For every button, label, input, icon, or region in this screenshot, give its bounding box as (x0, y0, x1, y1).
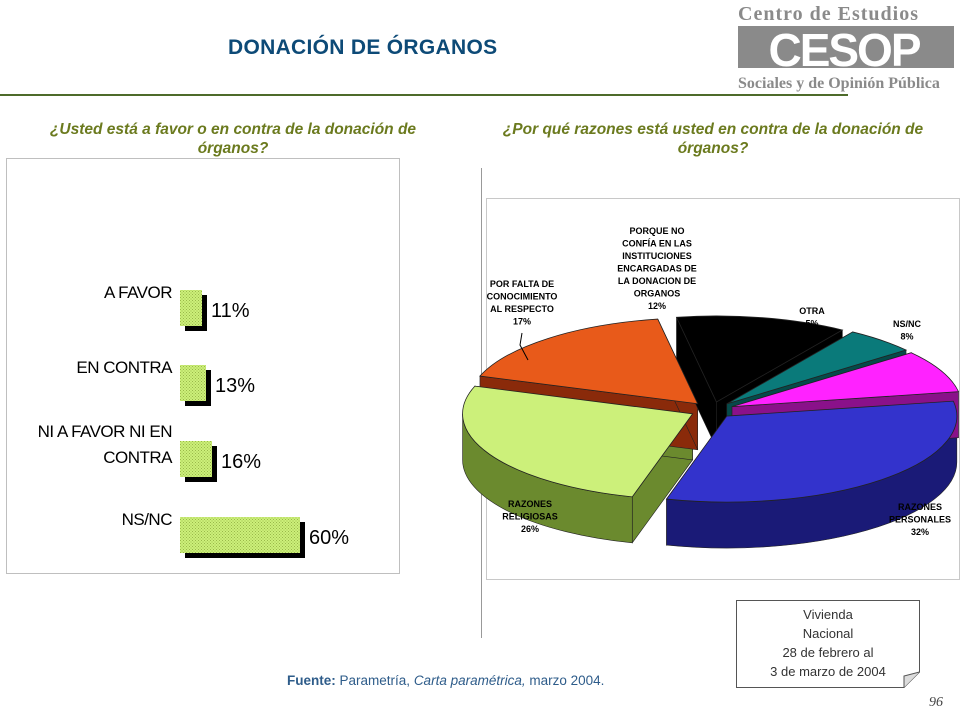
header-rule (0, 94, 848, 96)
logo-band (738, 26, 954, 68)
survey-note-line: 28 de febrero al (782, 645, 873, 660)
page-number: 96 (929, 695, 943, 710)
logo-bottom-text: Sociales y de Opinión Pública (738, 75, 940, 92)
bar-chart-frame (6, 158, 400, 574)
page-title: DONACIÓN DE ÓRGANOS (228, 36, 498, 59)
survey-note-box: Vivienda Nacional 28 de febrero al 3 de mar… (736, 600, 920, 688)
logo-top-text: Centro de Estudios (738, 3, 919, 25)
survey-note-line: Nacional (803, 626, 854, 641)
survey-note-text: Vivienda Nacional 28 de febrero al 3 de mar… (770, 607, 886, 679)
logo-big-text: CESOP (768, 24, 920, 76)
source-label: Fuente: (287, 673, 336, 688)
pie-chart-axis-line (481, 168, 482, 638)
pie-chart-frame (486, 198, 960, 580)
survey-note-line: 3 de marzo de 2004 (770, 664, 886, 679)
source-citation: Fuente: Parametría, Carta paramétrica, m… (287, 673, 604, 688)
source-work: Carta paramétrica, (413, 673, 526, 688)
question-right: ¿Por qué razones está usted en contra de… (502, 121, 924, 157)
question-left: ¿Usted está a favor o en contra de la do… (49, 121, 417, 157)
source-publisher: Parametría, (339, 673, 411, 688)
survey-note-line: Vivienda (803, 607, 853, 622)
source-date: marzo 2004. (529, 673, 605, 688)
cesop-logo: Centro de Estudios CESOP Sociales y de O… (738, 3, 954, 92)
